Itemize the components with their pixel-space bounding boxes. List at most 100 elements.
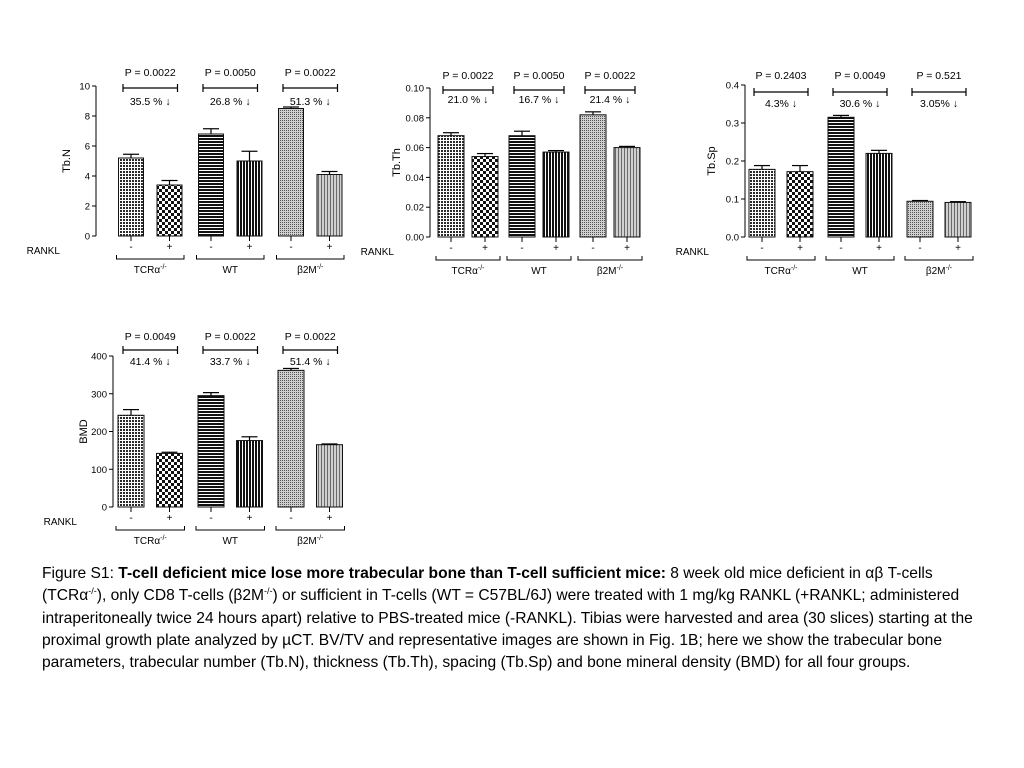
- group-bracket: [746, 256, 816, 261]
- x-tick-label: -: [520, 243, 523, 254]
- y-tick-label: 0.02: [406, 203, 425, 214]
- bar: [471, 156, 499, 238]
- group-bracket: [506, 256, 572, 261]
- group-bracket: [196, 255, 265, 260]
- bar: [117, 414, 145, 508]
- significance-bracket: [202, 346, 259, 354]
- p-value-label: P = 0.2403: [756, 70, 807, 82]
- group-label: β2M-/-: [297, 535, 324, 547]
- y-tick-label: 0.08: [406, 113, 425, 124]
- percent-change-label: 26.8 % ↓: [210, 96, 251, 108]
- group-label: WT: [852, 266, 868, 277]
- bar: [156, 452, 183, 508]
- p-value-label: P = 0.0049: [125, 331, 176, 343]
- bar: [236, 440, 263, 508]
- group-label-base: WT: [852, 266, 868, 277]
- group-label-sup: -/-: [317, 535, 324, 542]
- bar: [613, 147, 641, 238]
- bar: [944, 201, 972, 238]
- percent-change-label: 33.7 % ↓: [210, 356, 251, 368]
- significance-bracket: [122, 346, 179, 354]
- bar: [236, 160, 263, 237]
- bar: [579, 114, 607, 238]
- caption-title: T-cell deficient mice lose more trabecul…: [118, 565, 666, 582]
- y-tick-label: 0.0: [726, 233, 739, 244]
- bar: [198, 133, 224, 237]
- p-value-label: P = 0.0022: [443, 70, 494, 82]
- x-tick-label: -: [209, 242, 212, 253]
- x-tick-label: +: [247, 242, 253, 253]
- y-tick-label: 10: [79, 82, 90, 93]
- y-tick-label: 6: [85, 142, 90, 153]
- group-label-base: β2M: [597, 266, 617, 277]
- p-value-label: P = 0.0050: [205, 67, 256, 79]
- group-label: TCRα-/-: [134, 264, 168, 276]
- caption-sup-1: -/-: [88, 586, 97, 597]
- group-label-sup: -/-: [160, 264, 167, 271]
- x-tick-label: -: [591, 243, 594, 254]
- x-tick-label: -: [289, 242, 292, 253]
- significance-bracket: [122, 84, 179, 92]
- x-tick-label: +: [327, 513, 333, 524]
- significance-bracket: [282, 346, 339, 354]
- group-label: WT: [222, 265, 238, 276]
- group-label: TCRα-/-: [765, 265, 799, 277]
- y-tick-label: 0: [102, 503, 107, 514]
- y-tick-label: 0.10: [406, 84, 425, 95]
- bar: [197, 395, 225, 508]
- significance-bracket: [282, 84, 339, 92]
- y-tick-label: 0.04: [406, 173, 425, 184]
- group-bracket: [435, 256, 501, 261]
- y-tick-label: 300: [91, 389, 107, 400]
- y-tick-label: 0.00: [406, 233, 425, 244]
- x-tick-label: +: [167, 242, 173, 253]
- bar: [748, 168, 776, 238]
- rankl-label: RANKL: [44, 517, 78, 528]
- y-tick-label: 400: [91, 352, 107, 363]
- x-tick-label: -: [760, 243, 763, 254]
- group-bracket: [195, 526, 265, 531]
- x-tick-label: -: [129, 242, 132, 253]
- x-tick-label: +: [482, 243, 488, 254]
- bar: [786, 171, 814, 238]
- caption-text-2: ), only CD8 T-cells (β2M: [96, 587, 265, 605]
- group-label-base: β2M: [297, 265, 317, 276]
- rankl-label: RANKL: [27, 246, 61, 257]
- group-label-sup: -/-: [617, 265, 624, 272]
- x-tick-label: +: [624, 243, 630, 254]
- group-label: TCRα-/-: [134, 535, 168, 547]
- percent-change-label: 16.7 % ↓: [519, 94, 560, 106]
- group-label: β2M-/-: [926, 265, 953, 277]
- bar: [437, 135, 465, 238]
- group-label-sup: -/-: [791, 265, 798, 272]
- percent-change-label: 51.4 % ↓: [290, 356, 331, 368]
- y-tick-label: 8: [85, 112, 90, 123]
- caption-text-1: 8 week old mice deficient in αβ T-cells …: [42, 565, 933, 605]
- bar: [316, 444, 343, 508]
- y-tick-label: 200: [91, 427, 107, 438]
- y-tick-label: 0.06: [406, 143, 425, 154]
- bar: [827, 116, 855, 238]
- percent-change-label: 21.0 % ↓: [448, 94, 489, 106]
- percent-change-label: 30.6 % ↓: [840, 98, 881, 110]
- group-label-sup: -/-: [478, 265, 485, 272]
- caption-sup-2: -/-: [264, 586, 273, 597]
- percent-change-label: 3.05% ↓: [920, 98, 958, 110]
- group-label: WT: [222, 536, 238, 547]
- significance-bracket: [584, 86, 636, 94]
- x-tick-label: +: [247, 513, 253, 524]
- percent-change-label: 51.3 % ↓: [290, 96, 331, 108]
- p-value-label: P = 0.0022: [205, 331, 256, 343]
- bar: [906, 200, 934, 238]
- x-tick-label: +: [327, 242, 333, 253]
- group-bracket: [116, 255, 185, 260]
- significance-bracket: [753, 88, 809, 96]
- y-axis-title: Tb.Th: [391, 148, 403, 177]
- group-label: WT: [531, 266, 547, 277]
- y-tick-label: 0.3: [726, 119, 739, 130]
- group-bracket: [276, 255, 345, 260]
- group-label-base: β2M: [297, 536, 317, 547]
